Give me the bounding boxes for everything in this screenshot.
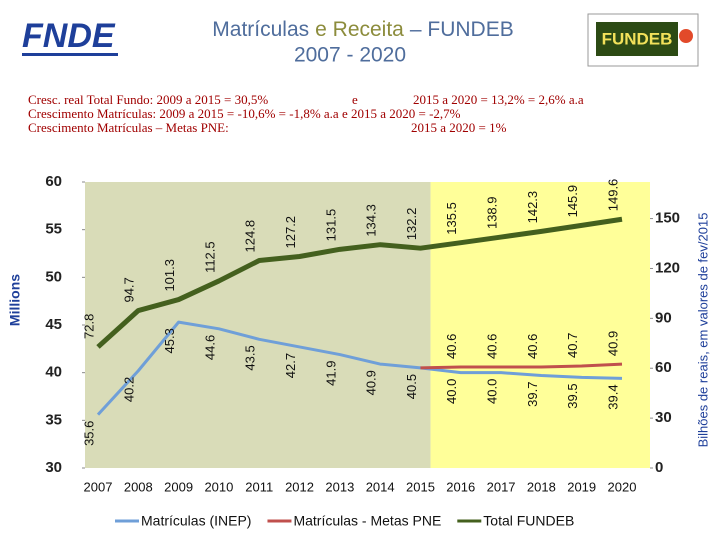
x-tick-label: 2012: [285, 479, 314, 494]
value-label: 138.9: [485, 196, 500, 229]
note: e: [352, 92, 358, 107]
value-label: 127.2: [283, 216, 298, 249]
plot-background: [85, 182, 431, 468]
title-part: e Receita: [315, 18, 404, 41]
value-label: 131.5: [323, 209, 338, 242]
value-label: 149.6: [605, 179, 620, 212]
y-tick-label: 30: [45, 459, 62, 476]
plot-highlight: [430, 182, 650, 468]
series-line: [96, 320, 623, 416]
value-label: 43.5: [243, 345, 258, 370]
legend-label: Total FUNDEB: [483, 513, 574, 529]
series-line: [96, 216, 623, 349]
value-label: 101.3: [162, 259, 177, 292]
value-label: 94.7: [122, 277, 137, 302]
value-label: 132.2: [404, 208, 419, 241]
value-label: 112.5: [202, 241, 217, 273]
value-label: 142.3: [525, 191, 540, 224]
chart-title: Matrículas e Receita – FUNDEB: [212, 18, 513, 41]
logo-underline: [22, 53, 118, 56]
y-tick-label: 35: [45, 411, 62, 428]
value-label: 41.9: [323, 361, 338, 386]
value-label: 40.6: [485, 334, 500, 359]
value-label: 145.9: [565, 185, 580, 218]
value-label: 39.5: [565, 383, 580, 408]
legend-label: Matrículas (INEP): [141, 513, 251, 529]
y-axis-label: Millions: [7, 274, 23, 326]
chart-subtitle: 2007 - 2020: [294, 44, 406, 67]
value-label: 40.9: [605, 331, 620, 356]
x-tick-label: 2008: [124, 479, 153, 494]
x-tick-label: 2015: [406, 479, 435, 494]
x-tick-label: 2011: [245, 479, 273, 494]
logo-left: FNDE: [22, 17, 118, 56]
value-label: 40.0: [444, 379, 459, 404]
value-label: 40.9: [364, 370, 379, 395]
value-label: 39.7: [525, 382, 540, 407]
value-label: 44.6: [202, 335, 217, 360]
y-tick-label: 60: [45, 173, 62, 190]
value-label: 72.8: [81, 314, 96, 339]
value-label: 40.6: [444, 334, 459, 359]
legend-label: Matrículas - Metas PNE: [293, 513, 441, 529]
value-label: 40.2: [122, 377, 137, 402]
x-tick-label: 2017: [487, 479, 516, 494]
value-label: 39.4: [605, 384, 620, 409]
y2-axis-label: Bilhões de reais, em valores de fev/2015: [695, 213, 710, 448]
value-label: 40.5: [404, 374, 419, 399]
value-label: 42.7: [283, 353, 298, 378]
note: Crescimento Matrículas: 2009 a 2015 = -1…: [28, 106, 461, 121]
logo-right: FUNDEB: [587, 13, 699, 67]
note: Crescimento Matrículas – Metas PNE:: [28, 120, 229, 135]
x-tick-label: 2009: [164, 479, 193, 494]
note: 2015 a 2020 = 1%: [411, 120, 507, 135]
note: Cresc. real Total Fundo: 2009 a 2015 = 3…: [28, 92, 268, 107]
value-label: 124.8: [243, 220, 258, 253]
x-tick-label: 2020: [608, 479, 637, 494]
series-line: [420, 362, 623, 370]
logo-board: [596, 22, 678, 56]
y-tick-label: 40: [45, 364, 62, 381]
x-tick-label: 2013: [325, 479, 354, 494]
y2-tick-label: 150: [655, 210, 680, 227]
y2-tick-label: 30: [655, 409, 672, 426]
logo-text: FNDE: [22, 17, 116, 55]
y-tick-label: 45: [45, 316, 62, 333]
logo-figure: [679, 29, 693, 43]
title-part: – FUNDEB: [410, 18, 514, 41]
value-label: 45.3: [162, 328, 177, 353]
x-tick-label: 2014: [366, 479, 395, 494]
x-tick-label: 2016: [446, 479, 475, 494]
y2-tick-label: 0: [655, 459, 663, 476]
value-label: 40.7: [565, 333, 580, 358]
y2-tick-label: 60: [655, 359, 672, 376]
logo-text: FUNDEB: [602, 29, 673, 48]
value-label: 40.6: [525, 334, 540, 359]
value-label: 35.6: [81, 421, 96, 446]
value-label: 40.0: [485, 379, 500, 404]
y-tick-label: 50: [45, 268, 62, 285]
value-label: 135.5: [444, 202, 459, 235]
x-tick-label: 2010: [204, 479, 233, 494]
x-tick-label: 2018: [527, 479, 556, 494]
y2-tick-label: 120: [655, 259, 680, 276]
y2-tick-label: 90: [655, 309, 672, 326]
value-label: 134.3: [364, 204, 379, 237]
title-part: Matrículas: [212, 18, 309, 41]
x-tick-label: 2019: [567, 479, 596, 494]
x-tick-label: 2007: [84, 479, 113, 494]
note: 2015 a 2020 = 13,2% = 2,6% a.a: [413, 92, 584, 107]
y-tick-label: 55: [45, 221, 62, 238]
